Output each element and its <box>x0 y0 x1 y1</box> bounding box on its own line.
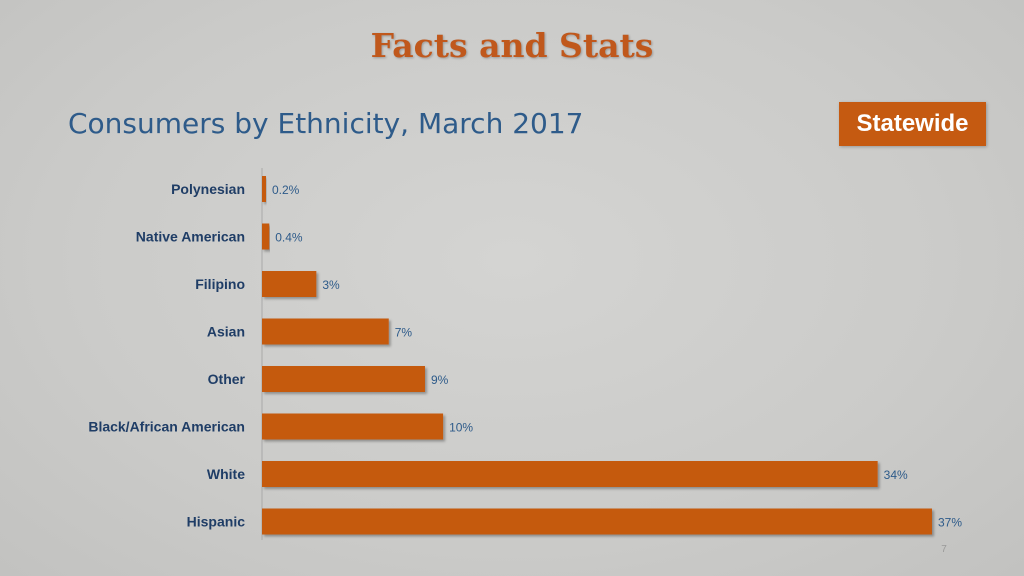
data-label: 7% <box>395 326 413 340</box>
data-label: 37% <box>938 516 962 530</box>
category-label: White <box>207 466 245 482</box>
category-label: Filipino <box>195 276 245 292</box>
bar-native-american <box>262 223 270 250</box>
data-label: 10% <box>449 421 473 435</box>
category-label: Other <box>208 371 246 387</box>
bar-white <box>262 461 878 487</box>
category-label: Native American <box>136 229 245 245</box>
category-label: Hispanic <box>187 514 246 530</box>
bar-polynesian <box>262 176 266 202</box>
category-label: Black/African American <box>88 419 245 435</box>
data-label: 9% <box>431 373 449 387</box>
bar-black-african-american <box>262 413 444 440</box>
chart-title: Consumers by Ethnicity, March 2017 <box>68 107 584 140</box>
slide-title: Facts and Stats <box>370 26 654 65</box>
data-label: 0.4% <box>275 231 303 245</box>
bar-hispanic <box>262 508 932 535</box>
category-label: Polynesian <box>171 181 245 197</box>
bar-other <box>262 366 425 392</box>
data-label: 34% <box>884 468 908 482</box>
data-label: 0.2% <box>272 183 300 197</box>
bar-asian <box>262 318 389 345</box>
data-label: 3% <box>322 278 340 292</box>
statewide-badge: Statewide <box>839 102 986 146</box>
category-label: Asian <box>207 324 245 340</box>
bar-filipino <box>262 271 317 297</box>
page-number: 7 <box>941 544 947 555</box>
